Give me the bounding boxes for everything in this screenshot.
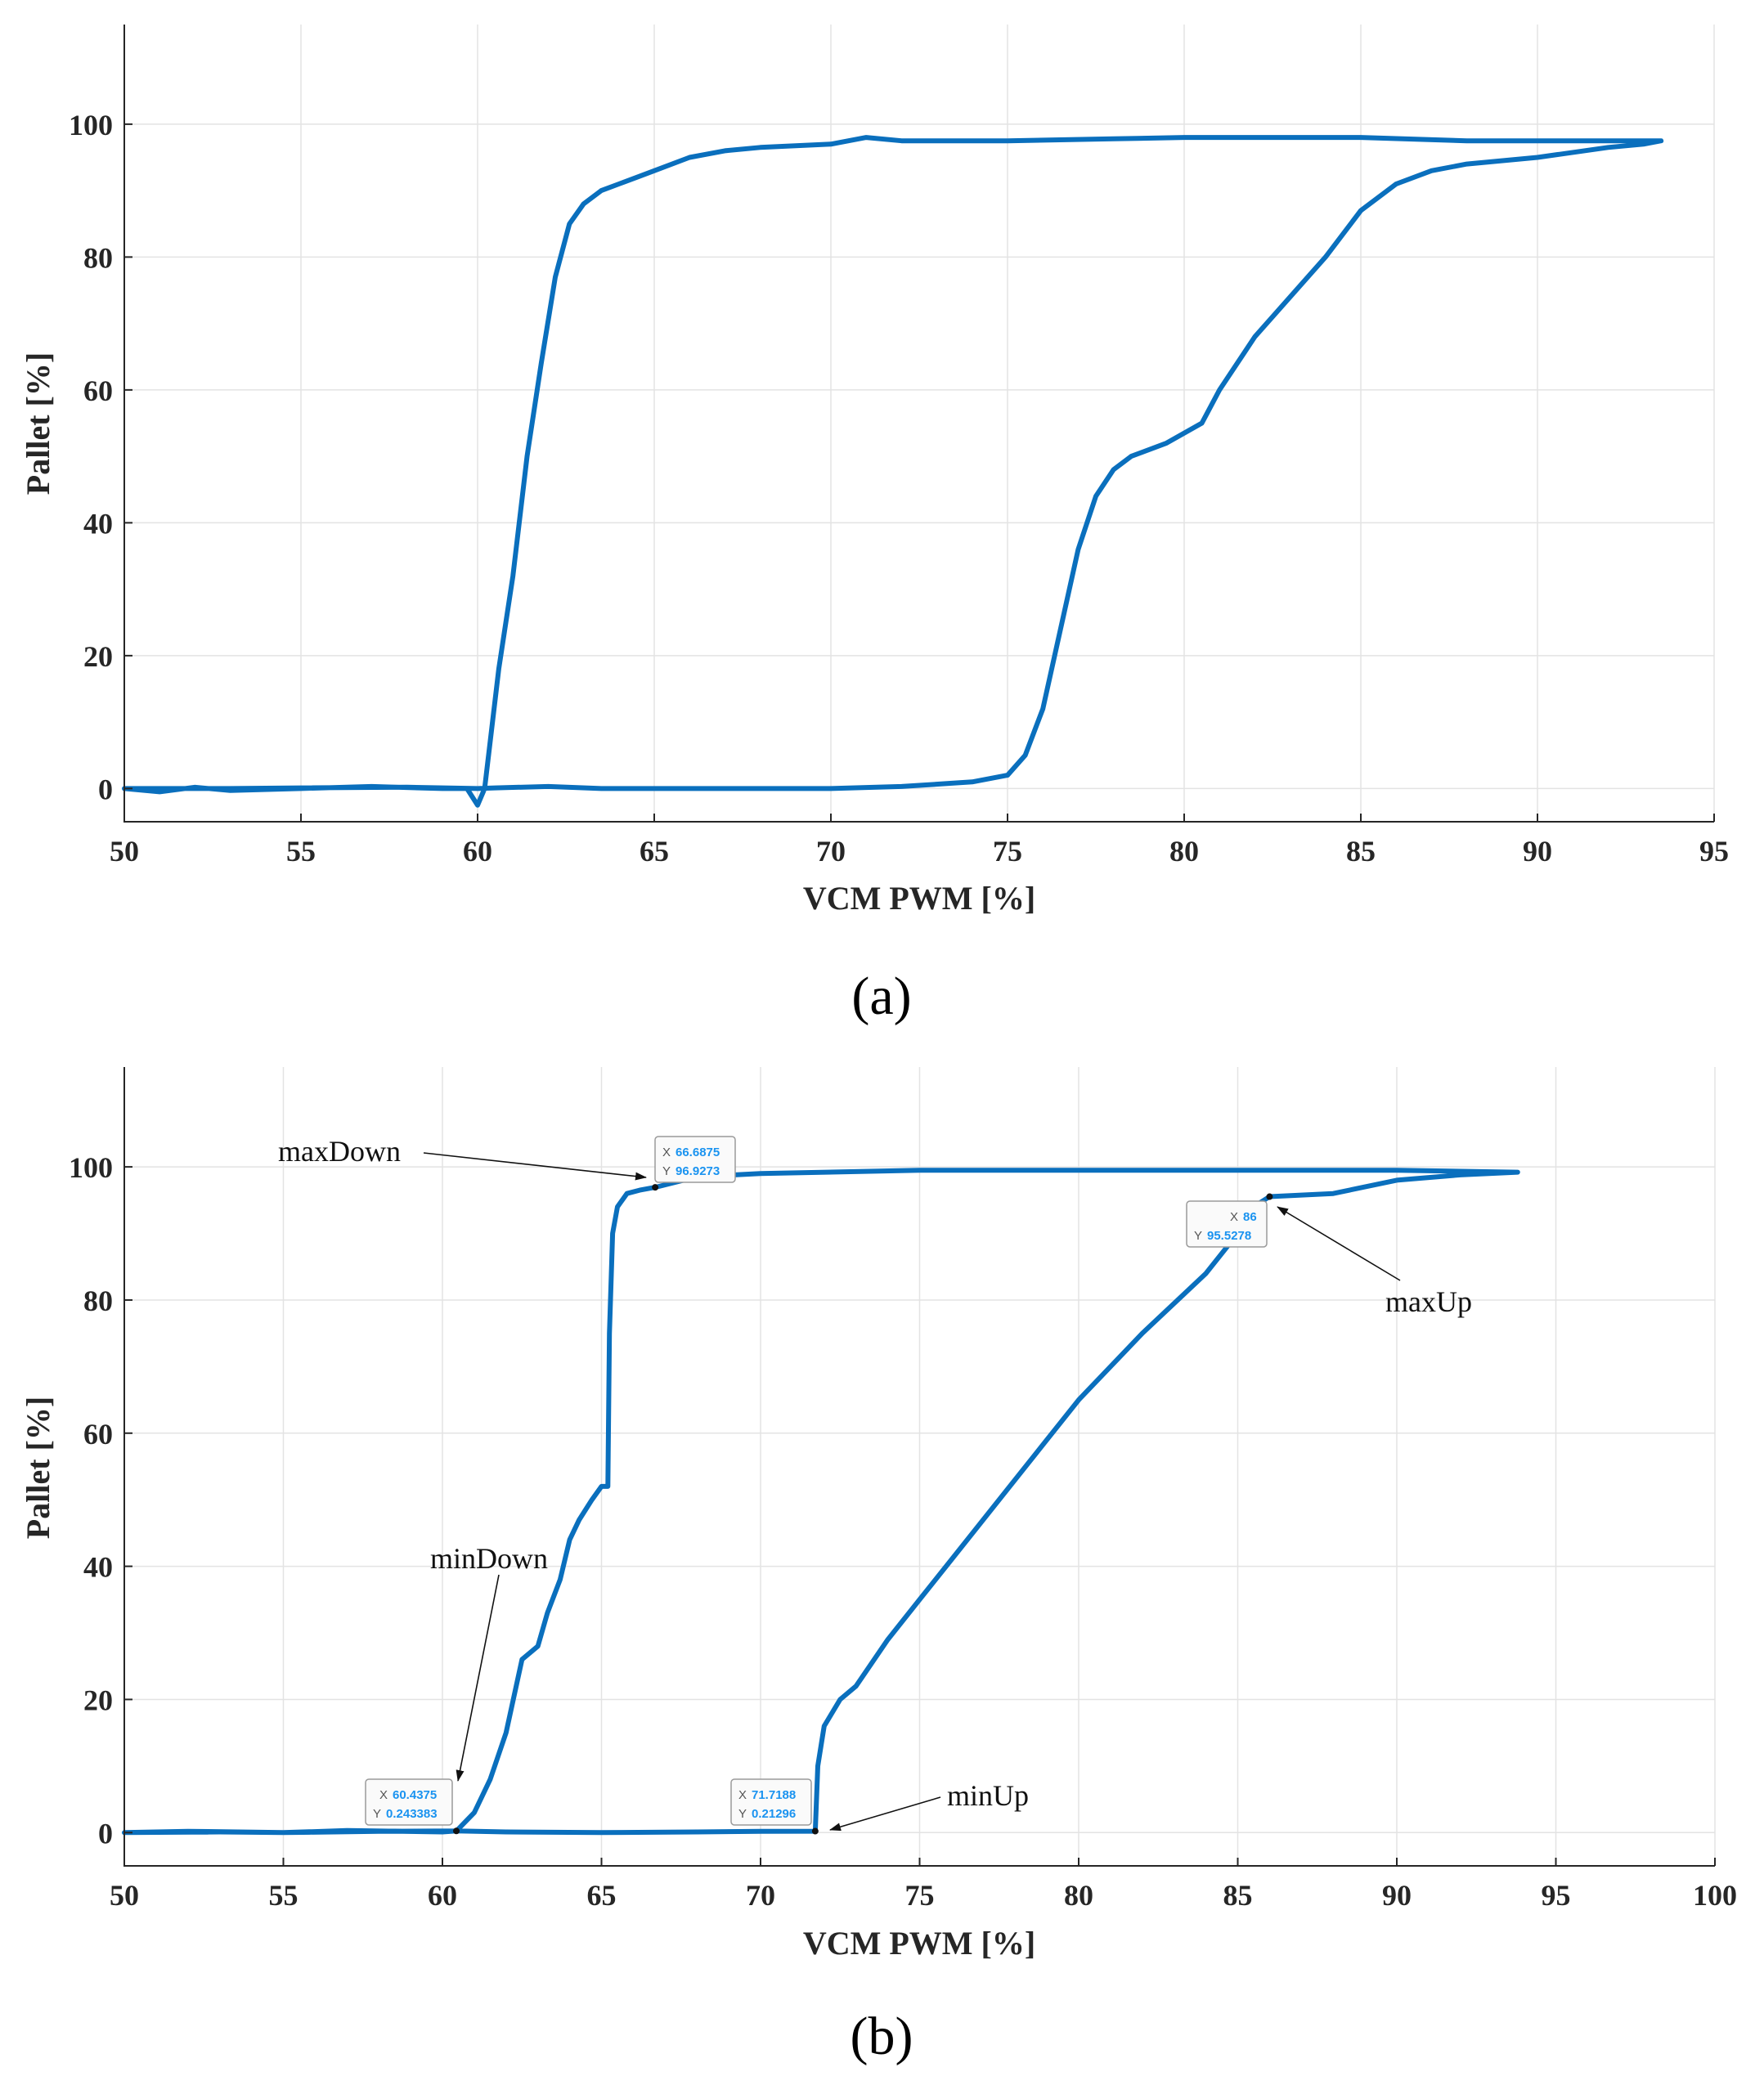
datatip-mindown: X 60.4375 Y 0.243383 [365, 1778, 453, 1826]
arrow-mindown [456, 1574, 500, 1782]
y-tick-label: 40 [83, 507, 113, 540]
datatip-marker-mindown [453, 1827, 460, 1835]
x-tick-label: 55 [269, 1879, 298, 1912]
x-tick-label: 80 [1169, 835, 1199, 868]
axes-a [123, 25, 1714, 823]
datatip-marker-maxup [1266, 1193, 1273, 1200]
x-tick-label: 70 [746, 1879, 775, 1912]
grid-b [123, 1067, 1716, 1866]
datatip-maxup-x: 86 [1243, 1210, 1257, 1224]
arrow-maxup [1277, 1206, 1401, 1281]
grid-a [123, 25, 1715, 822]
svg-text:X: X [738, 1788, 747, 1802]
datatip-minup-y: 0.21296 [752, 1807, 796, 1821]
svg-text:X: X [379, 1788, 388, 1802]
y-tick-label: 100 [69, 109, 113, 141]
x-tick-label: 60 [463, 835, 492, 868]
datatip-marker-maxdown [652, 1184, 659, 1191]
y-axis-label-a: Pallet [%] [20, 352, 56, 495]
datatip-maxdown: X 66.6875 Y 96.9273 [654, 1136, 736, 1183]
svg-text:X: X [1230, 1210, 1238, 1224]
y-tick-label: 0 [98, 773, 113, 805]
annotation-minup: minUp [947, 1779, 1029, 1812]
svg-text:X: X [662, 1146, 671, 1159]
caption-a: (a) [851, 966, 911, 1026]
annotation-maxup: maxUp [1385, 1285, 1472, 1318]
chart-panel-b: 50 55 60 65 70 75 80 85 90 95 100 0 20 40 60 80 100 VCM… [20, 1067, 1737, 2066]
x-tick-label: 90 [1382, 1879, 1412, 1912]
x-ticks-b: 50 55 60 65 70 75 80 85 90 95 100 [110, 1858, 1737, 1912]
y-tick-label: 60 [83, 1418, 113, 1451]
y-ticks-b: 0 20 40 60 80 100 [69, 1151, 132, 1850]
arrow-minup [829, 1796, 941, 1832]
datatip-markers [453, 1184, 1273, 1835]
x-tick-label: 50 [110, 1879, 139, 1912]
datatip-minup-x: 71.7188 [752, 1788, 796, 1802]
y-tick-label: 0 [98, 1817, 113, 1850]
datatip-maxup: X 86 Y 95.5278 [1186, 1200, 1268, 1248]
svg-text:Y: Y [662, 1164, 671, 1178]
y-tick-label: 60 [83, 374, 113, 407]
arrow-maxdown [423, 1152, 647, 1181]
x-axis-label-a: VCM PWM [%] [803, 880, 1035, 917]
svg-text:Y: Y [373, 1807, 381, 1821]
x-tick-label: 100 [1693, 1879, 1737, 1912]
y-axis-label-b: Pallet [%] [20, 1397, 56, 1539]
series-line-b [122, 1168, 1520, 1836]
x-tick-label: 70 [816, 835, 846, 868]
y-ticks-a: 0 20 40 60 80 100 [69, 109, 132, 805]
x-tick-label: 85 [1346, 835, 1376, 868]
y-tick-label: 100 [69, 1151, 113, 1184]
datatip-maxdown-x: 66.6875 [676, 1146, 720, 1159]
x-tick-label: 50 [110, 835, 139, 868]
x-tick-label: 95 [1699, 835, 1729, 868]
datatip-maxup-y: 95.5278 [1207, 1229, 1251, 1243]
x-tick-label: 95 [1542, 1879, 1571, 1912]
y-tick-label: 80 [83, 241, 113, 274]
annotation-maxdown: maxDown [278, 1135, 401, 1168]
svg-text:Y: Y [1194, 1229, 1202, 1243]
x-axis-label-b: VCM PWM [%] [803, 1925, 1035, 1962]
x-tick-label: 60 [428, 1879, 457, 1912]
x-tick-label: 55 [286, 835, 316, 868]
x-tick-label: 75 [905, 1879, 935, 1912]
x-ticks-a: 50 55 60 65 70 75 80 85 90 95 [110, 814, 1729, 868]
y-tick-label: 80 [83, 1285, 113, 1317]
x-tick-label: 65 [640, 835, 669, 868]
caption-b: (b) [851, 2007, 913, 2066]
series-line-a [122, 135, 1664, 808]
x-tick-label: 75 [993, 835, 1022, 868]
x-tick-label: 65 [587, 1879, 617, 1912]
y-tick-label: 20 [83, 640, 113, 673]
datatip-mindown-x: 60.4375 [393, 1788, 437, 1802]
datatip-mindown-y: 0.243383 [386, 1807, 438, 1821]
x-tick-label: 90 [1523, 835, 1552, 868]
x-tick-label: 80 [1064, 1879, 1093, 1912]
datatip-minup: X 71.7188 Y 0.21296 [730, 1778, 812, 1826]
datatip-marker-minup [811, 1827, 819, 1835]
x-tick-label: 85 [1223, 1879, 1253, 1912]
svg-text:Y: Y [738, 1807, 747, 1821]
annotation-mindown: minDown [430, 1542, 548, 1575]
datatip-maxdown-y: 96.9273 [676, 1164, 720, 1178]
y-tick-label: 20 [83, 1684, 113, 1716]
y-tick-label: 40 [83, 1551, 113, 1584]
chart-panel-a: 50 55 60 65 70 75 80 85 90 95 0 20 40 60 80 100 VCM PW… [20, 25, 1729, 1026]
